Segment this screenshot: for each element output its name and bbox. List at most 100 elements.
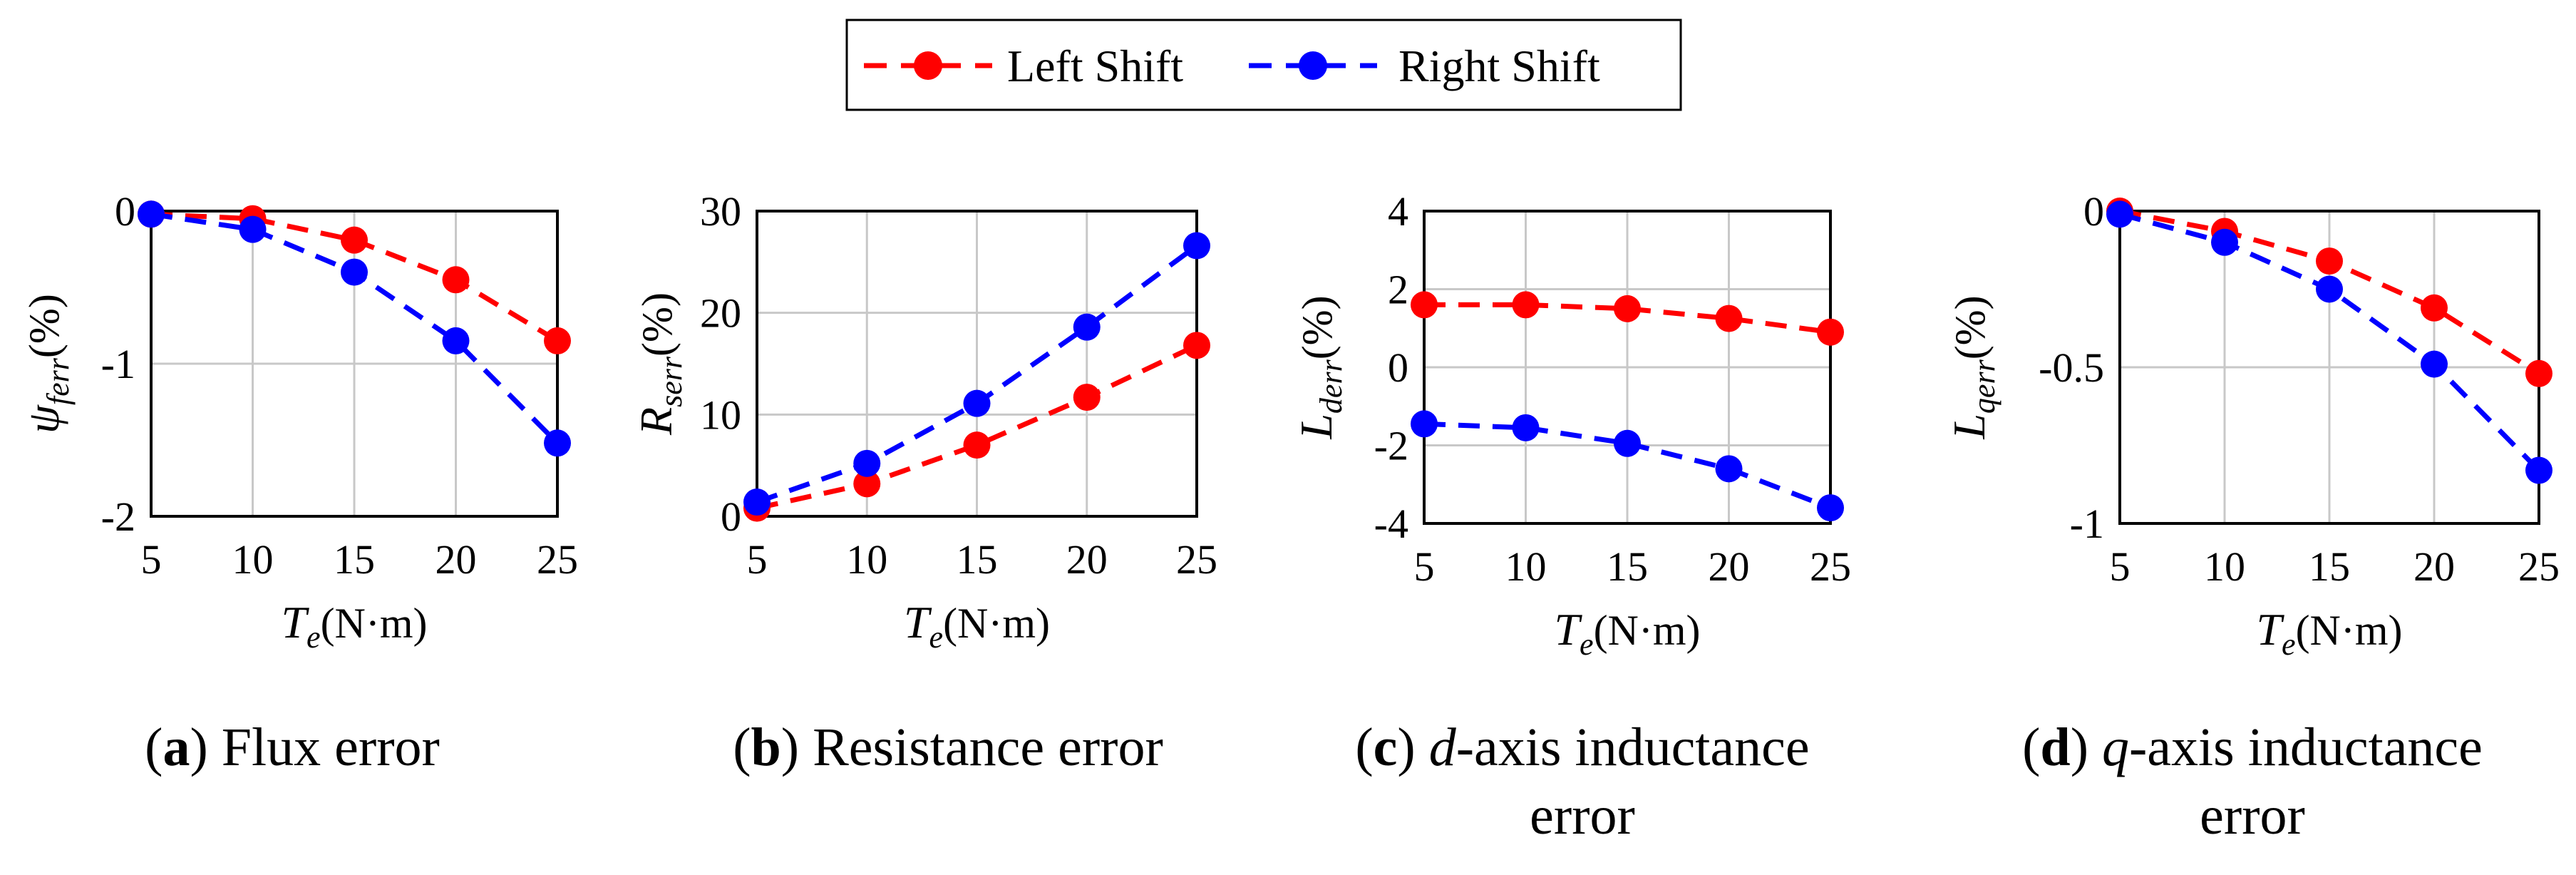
panel-a-xlabel: Te(N·m) — [281, 597, 427, 655]
panel-c-ylabel-var: L — [1291, 414, 1341, 440]
panel-d-ytick-label: -1 — [2070, 501, 2104, 547]
panel-c-series-left-point — [1715, 305, 1743, 332]
caption-a-text: Flux error — [221, 717, 440, 777]
caption-d-ital: q — [2102, 717, 2129, 777]
panel-a-xtick-label: 10 — [232, 536, 274, 583]
panel-c-series-right-point — [1715, 455, 1743, 483]
panel-b-xlabel-sub: e — [929, 620, 944, 655]
panel-c-series-right-point — [1614, 429, 1641, 457]
panel-a-xtick-label: 20 — [436, 536, 477, 583]
panel-a-xlabel-var: T — [281, 597, 309, 648]
caption-c-text: -axis inductance — [1456, 717, 1810, 777]
panel-c-ytick-label: 4 — [1388, 188, 1408, 235]
panel-a-series-right-point — [239, 215, 267, 243]
panel-c-series-left-point — [1512, 291, 1540, 319]
panel-d-series-right-point — [2525, 456, 2552, 484]
panel-c-xlabel: Te(N·m) — [1554, 604, 1700, 662]
panel-b-xlabel: Te(N·m) — [904, 597, 1050, 655]
panel-d-xtick-label: 20 — [2413, 543, 2455, 590]
panel-d: 5 10 15 20 25 -1 -0.5 0 Te(N·m) Lqerr(%) — [1944, 188, 2560, 662]
panel-b-ytick-label: 10 — [700, 392, 741, 438]
legend-left-label: Left Shift — [1007, 41, 1183, 91]
panel-d-ylabel-unit: (%) — [1947, 295, 1994, 359]
panel-c-xlabel-var: T — [1554, 604, 1582, 655]
panel-c-axes-box — [1423, 210, 1832, 525]
panel-d-xlabel: Te(N·m) — [2256, 604, 2402, 662]
panel-c-ytick-label: 0 — [1388, 344, 1408, 391]
panel-b-series-left-point — [1073, 384, 1101, 411]
panel-b: 5 10 15 20 25 0 10 20 30 Te(N·m) Rserr(%) — [631, 188, 1217, 655]
caption-a: (a) Flux error — [145, 717, 440, 777]
caption-c-letter: c — [1373, 717, 1398, 777]
panel-c-series-right-point — [1512, 414, 1540, 441]
panel-c-xtick-label: 10 — [1505, 543, 1547, 590]
panel-d-series-right-point — [2211, 228, 2238, 256]
panel-d-ytick-label: 0 — [2083, 188, 2104, 235]
panel-b-ytick-label: 0 — [721, 493, 741, 540]
panel-b-ytick-label: 20 — [700, 290, 741, 337]
panel-b-xlabel-var: T — [904, 597, 932, 648]
panel-d-xtick-label: 5 — [2110, 543, 2131, 590]
panel-a-ytick-label: 0 — [115, 188, 135, 235]
panel-c-xtick-label: 25 — [1810, 543, 1851, 590]
panel-a-series-left-point — [442, 266, 470, 294]
legend-right-marker — [1299, 51, 1327, 80]
panel-a-axes-box — [150, 210, 559, 518]
panel-a-xlabel-unit: (N·m) — [321, 600, 428, 647]
legend-right-label: Right Shift — [1398, 41, 1600, 91]
panel-b-xtick-label: 20 — [1066, 536, 1108, 583]
panel-d-xtick-label: 25 — [2518, 543, 2560, 590]
panel-a-series-right-point — [341, 258, 368, 286]
panel-b-ylabel-var: R — [631, 407, 681, 436]
panel-d-series-right-point — [2316, 275, 2343, 303]
panel-d-xlabel-var: T — [2256, 604, 2284, 655]
panel-d-series-left-point — [2525, 359, 2552, 387]
panel-b-axes-box — [756, 210, 1198, 518]
caption-d-letter: d — [2040, 717, 2071, 777]
panel-a-xtick-label: 25 — [537, 536, 578, 583]
panel-b-series-left-point — [963, 431, 991, 459]
caption-b-text: Resistance error — [813, 717, 1163, 777]
panel-d-xlabel-unit: (N·m) — [2296, 607, 2403, 654]
panel-c-xtick-label: 20 — [1709, 543, 1750, 590]
panel-c-ytick-label: 2 — [1388, 267, 1408, 313]
panel-c-xlabel-unit: (N·m) — [1594, 607, 1701, 654]
panel-b-series-right-point — [853, 449, 881, 477]
panel-c-xtick-label: 5 — [1414, 543, 1435, 590]
panel-d-xtick-label: 15 — [2309, 543, 2350, 590]
panel-d-xtick-label: 10 — [2204, 543, 2245, 590]
panel-c-series-left-point — [1614, 295, 1641, 322]
panel-c-ylabel: Lderr(%) — [1291, 295, 1349, 439]
panel-d-series-left-point — [2316, 247, 2343, 275]
panel-b-xtick-label: 5 — [747, 536, 768, 583]
panel-a-xtick-label: 15 — [334, 536, 375, 583]
caption-d-line2: error — [2200, 786, 2305, 846]
panel-b-series-left-line — [756, 343, 1198, 511]
panel-c-series-right-point — [1817, 494, 1844, 522]
panel-c-ylabel-unit: (%) — [1294, 295, 1341, 359]
panel-b-ytick-label: 30 — [700, 188, 741, 235]
panel-c-series-left-point — [1817, 318, 1844, 346]
panel-c-ytick-label: -2 — [1374, 423, 1408, 469]
panel-d-ylabel: Lqerr(%) — [1944, 295, 2001, 439]
legend-left-marker — [914, 51, 942, 80]
panel-c: 5 10 15 20 25 -4 -2 0 2 4 Te(N·m) Lderr(%) — [1291, 188, 1851, 662]
panel-c-xtick-label: 15 — [1607, 543, 1648, 590]
panel-b-ylabel-sub: serr — [654, 356, 689, 407]
panel-d-series-right-point — [2421, 350, 2448, 378]
caption-a-letter: a — [163, 717, 190, 777]
panel-a-series-right-point — [138, 200, 165, 228]
panel-a-ytick-label: -1 — [101, 341, 135, 387]
panel-d-xlabel-sub: e — [2282, 627, 2296, 662]
panel-c-series-right-line — [1423, 421, 1832, 511]
panel-b-series-right-point — [1073, 313, 1101, 341]
panel-d-series-left-point — [2421, 294, 2448, 322]
panel-a-ytick-label: -2 — [101, 493, 135, 540]
panel-d-ytick-label: -0.5 — [2039, 344, 2104, 391]
panel-a-series-left-point — [341, 226, 368, 254]
panel-a-ylabel-sub: ferr — [41, 357, 76, 405]
caption-c-line2: error — [1530, 786, 1635, 846]
caption-d-text: -axis inductance — [2129, 717, 2483, 777]
